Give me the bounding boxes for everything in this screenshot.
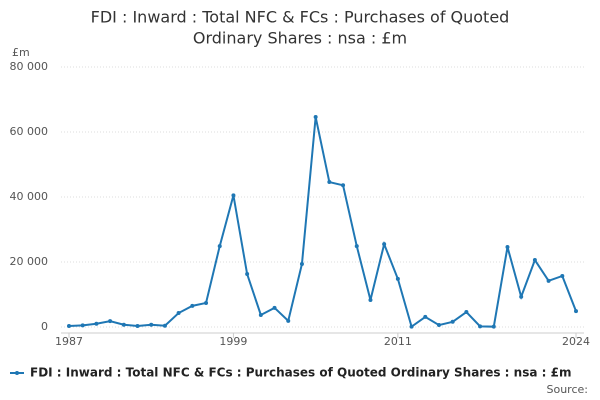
- x-tick-label: 2024: [562, 335, 590, 348]
- data-point: [464, 310, 469, 315]
- legend-symbol: [15, 371, 19, 375]
- x-tick-label: 2011: [384, 335, 412, 348]
- data-point: [382, 242, 387, 247]
- data-point: [574, 309, 578, 314]
- data-point: [505, 245, 510, 250]
- data-point: [272, 305, 277, 310]
- data-point: [491, 324, 496, 329]
- data-point: [204, 300, 209, 305]
- data-point: [121, 322, 126, 327]
- data-point: [368, 298, 373, 303]
- x-tick-label: 1999: [219, 335, 247, 348]
- data-point: [299, 261, 304, 266]
- data-point: [450, 319, 455, 324]
- x-tick-label: 1987: [55, 335, 83, 348]
- data-point: [108, 319, 113, 324]
- data-point: [245, 272, 250, 277]
- data-point: [546, 278, 551, 283]
- data-point: [231, 193, 236, 198]
- y-axis-label: £m: [12, 46, 30, 59]
- data-point: [80, 323, 85, 328]
- data-line: [68, 116, 577, 329]
- data-point: [162, 323, 167, 328]
- data-point: [149, 322, 154, 327]
- y-tick-label: 60 000: [10, 125, 49, 138]
- y-tick-label: 20 000: [10, 255, 49, 268]
- data-point: [258, 312, 263, 317]
- data-point: [94, 321, 99, 326]
- y-tick-label: 0: [41, 320, 48, 333]
- chart-title: Ordinary Shares : nsa : £m: [193, 29, 407, 48]
- data-point: [313, 115, 318, 120]
- data-point: [217, 244, 222, 249]
- data-point: [176, 311, 181, 316]
- data-point: [341, 183, 346, 188]
- data-point: [395, 276, 400, 281]
- data-point: [354, 244, 359, 249]
- legend-label: FDI : Inward : Total NFC & FCs : Purchas…: [30, 366, 571, 380]
- data-point: [67, 324, 71, 329]
- source: Source:: [547, 383, 589, 396]
- data-point: [532, 258, 537, 263]
- y-tick-label: 80 000: [10, 60, 49, 73]
- chart-title: FDI : Inward : Total NFC & FCs : Purchas…: [91, 8, 510, 27]
- data-point: [135, 324, 140, 329]
- data-point: [436, 323, 441, 328]
- data-point: [286, 318, 291, 323]
- data-point: [327, 180, 332, 185]
- data-point: [478, 324, 483, 329]
- y-tick-label: 40 000: [10, 190, 49, 203]
- data-point: [190, 303, 195, 308]
- data-point: [560, 273, 565, 278]
- data-point: [519, 294, 524, 299]
- data-point: [409, 324, 414, 329]
- data-point: [423, 314, 428, 319]
